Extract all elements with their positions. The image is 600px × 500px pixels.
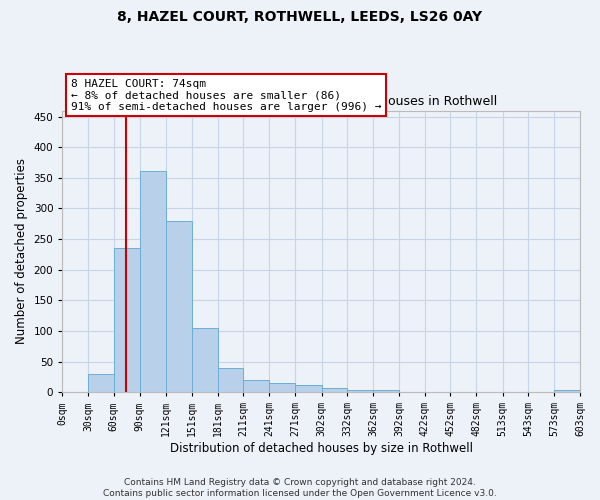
Bar (322, 388, 347, 392)
Bar (218, 368, 244, 392)
Bar (192, 328, 218, 392)
Bar (166, 220, 192, 392)
Bar (114, 248, 140, 392)
Text: 8, HAZEL COURT, ROTHWELL, LEEDS, LS26 0AY: 8, HAZEL COURT, ROTHWELL, LEEDS, LS26 0A… (118, 10, 482, 24)
Text: Contains HM Land Registry data © Crown copyright and database right 2024.
Contai: Contains HM Land Registry data © Crown c… (103, 478, 497, 498)
Bar (244, 380, 269, 392)
Bar (373, 390, 399, 392)
Bar (295, 385, 322, 392)
Text: 8 HAZEL COURT: 74sqm
← 8% of detached houses are smaller (86)
91% of semi-detach: 8 HAZEL COURT: 74sqm ← 8% of detached ho… (71, 78, 382, 112)
Bar (554, 390, 580, 392)
Bar (88, 374, 114, 392)
Bar (140, 170, 166, 392)
Bar (347, 390, 373, 392)
Y-axis label: Number of detached properties: Number of detached properties (15, 158, 28, 344)
Title: Size of property relative to detached houses in Rothwell: Size of property relative to detached ho… (146, 95, 497, 108)
Bar (269, 383, 295, 392)
X-axis label: Distribution of detached houses by size in Rothwell: Distribution of detached houses by size … (170, 442, 473, 455)
